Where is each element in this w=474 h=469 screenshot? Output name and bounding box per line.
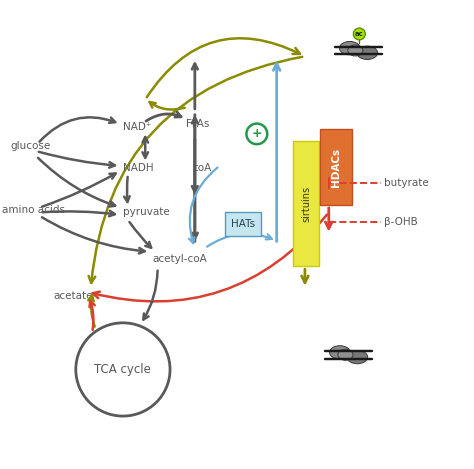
- Text: sirtuins: sirtuins: [301, 186, 311, 222]
- Ellipse shape: [329, 346, 350, 359]
- Text: FFAs: FFAs: [186, 119, 209, 129]
- Text: acetyl-coA: acetyl-coA: [153, 254, 208, 264]
- Text: pyruvate: pyruvate: [123, 207, 170, 218]
- Circle shape: [354, 28, 365, 40]
- Text: +: +: [252, 128, 262, 140]
- Text: β-OHB: β-OHB: [384, 217, 418, 227]
- Text: ac: ac: [355, 31, 364, 37]
- Ellipse shape: [339, 41, 360, 55]
- FancyBboxPatch shape: [293, 141, 319, 266]
- Circle shape: [246, 124, 267, 144]
- Text: NADH: NADH: [123, 163, 154, 173]
- Text: NAD⁺: NAD⁺: [123, 121, 151, 131]
- Text: glucose: glucose: [10, 141, 51, 151]
- Text: acetate: acetate: [54, 291, 93, 301]
- FancyBboxPatch shape: [225, 212, 261, 236]
- Text: HDACs: HDACs: [331, 147, 341, 187]
- FancyBboxPatch shape: [320, 129, 352, 205]
- Text: butyrate: butyrate: [384, 178, 429, 188]
- Text: amino acids: amino acids: [2, 205, 65, 215]
- Ellipse shape: [347, 350, 368, 364]
- Ellipse shape: [338, 349, 353, 360]
- Text: HATs: HATs: [231, 219, 255, 229]
- Circle shape: [76, 323, 170, 416]
- Ellipse shape: [348, 45, 363, 56]
- Text: TCA cycle: TCA cycle: [94, 363, 151, 376]
- Ellipse shape: [357, 46, 378, 60]
- Text: coA: coA: [192, 163, 212, 173]
